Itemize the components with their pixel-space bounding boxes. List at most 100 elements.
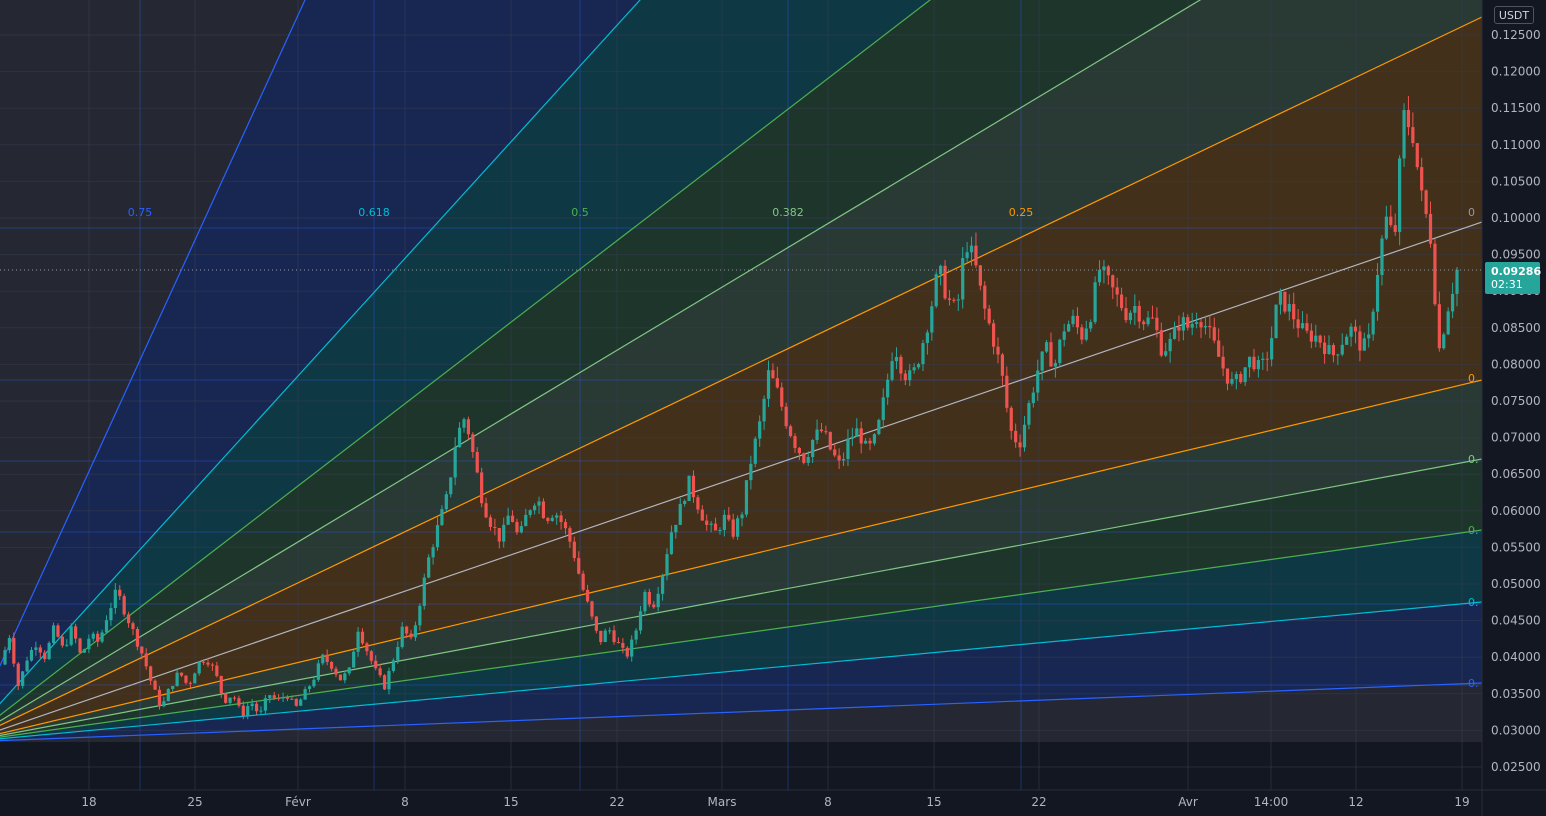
candle-body [118,589,122,597]
candle-body [241,705,245,717]
candle-body [352,651,356,668]
candle-body [908,370,912,381]
candle-body [427,557,431,578]
candle-body [700,509,704,521]
candle-body [559,515,563,523]
fan-level-labels: 0.75 0.618 0.5 0.382 0.25 0 0. 0. 0. 0. 0. [128,206,1479,690]
candle-body [1278,291,1283,305]
price-tick-label: 0.07000 [1491,431,1541,445]
candle-body [307,686,312,690]
candle-body [153,680,157,690]
candle-body [877,419,881,435]
candle-body [506,515,510,525]
candle-body [961,258,965,300]
candle-body [1393,225,1397,232]
candle-body [1089,322,1093,329]
candle-body [890,361,894,380]
candle-body [581,573,585,590]
candle-body [1424,190,1428,214]
candle-body [1305,323,1309,331]
candle-body [1080,327,1084,340]
candle-body [956,299,960,301]
candle-body [259,710,263,712]
candle-body [515,521,519,533]
candle-body [462,419,466,428]
candle-body [727,514,731,520]
candle-body [665,554,669,576]
candle-body [82,649,87,653]
time-tick-label: 8 [401,795,409,809]
candle-body [1331,345,1336,356]
candle-body [608,630,612,632]
candle-body [850,436,854,439]
candle-body [947,298,952,300]
candle-body [987,308,991,324]
candle-body [316,663,320,680]
candle-body [7,638,12,651]
candle-body [647,592,651,605]
candle-body [1433,243,1437,305]
currency-selector[interactable]: USDT [1494,6,1534,24]
candle-body [1040,351,1044,371]
fan-label-right: 0. [1468,596,1479,609]
price-axis[interactable]: 0.12500 0.12000 0.11500 0.11000 0.10500 0.100… [1491,28,1541,774]
candle-body [431,547,435,558]
candle-body [303,689,307,700]
candle-body [338,674,343,681]
time-tick-label: Avr [1178,795,1198,809]
candle-body [47,642,51,660]
candle-body [758,421,762,439]
candle-body [321,654,325,664]
candle-body [996,346,1000,355]
candle-body [334,668,338,675]
candle-body [1062,331,1066,340]
candle-body [656,593,660,608]
candle-body [312,679,316,687]
price-tick-label: 0.06500 [1491,467,1541,481]
candle-body [1000,354,1005,376]
candle-body [1415,143,1419,168]
candle-body [184,675,188,683]
candle-body [1075,315,1080,328]
candle-body [228,697,232,703]
candle-body [1119,294,1124,309]
candle-body [1450,293,1455,312]
candle-body [484,503,488,518]
candle-body [356,631,360,652]
candle-body [568,528,572,542]
candle-body [793,436,797,448]
time-tick-label: 22 [609,795,624,809]
candle-body [202,661,206,663]
candle-body [60,636,64,646]
candle-body [1212,327,1216,341]
candle-body [360,631,365,644]
candle-body [480,472,484,504]
time-tick-label: 15 [926,795,941,809]
candle-body [457,427,462,448]
candle-body [824,431,828,433]
candle-body [285,697,290,699]
candle-body [691,475,696,498]
candle-body [179,672,184,676]
candle-body [1406,110,1411,128]
candle-body [1058,339,1062,364]
candle-body [422,577,426,606]
candle-body [930,306,934,333]
candle-body [1124,308,1128,321]
candle-body [1155,317,1159,331]
candle-body [1221,356,1225,369]
candle-body [65,644,69,646]
time-tick-label: Mars [708,795,737,809]
time-axis[interactable]: 18 25 Févr 8 15 22 Mars 8 15 22 Avr 14:00 12 19 [81,795,1469,809]
candle-body [594,616,598,631]
candle-body [232,697,237,699]
candle-body [1190,323,1194,328]
candle-body [74,626,78,639]
candle-body [859,428,863,444]
candle-body [237,698,241,706]
candle-body [678,503,682,525]
candle-body [290,698,294,700]
candle-body [38,647,42,653]
candle-body [1071,315,1075,325]
